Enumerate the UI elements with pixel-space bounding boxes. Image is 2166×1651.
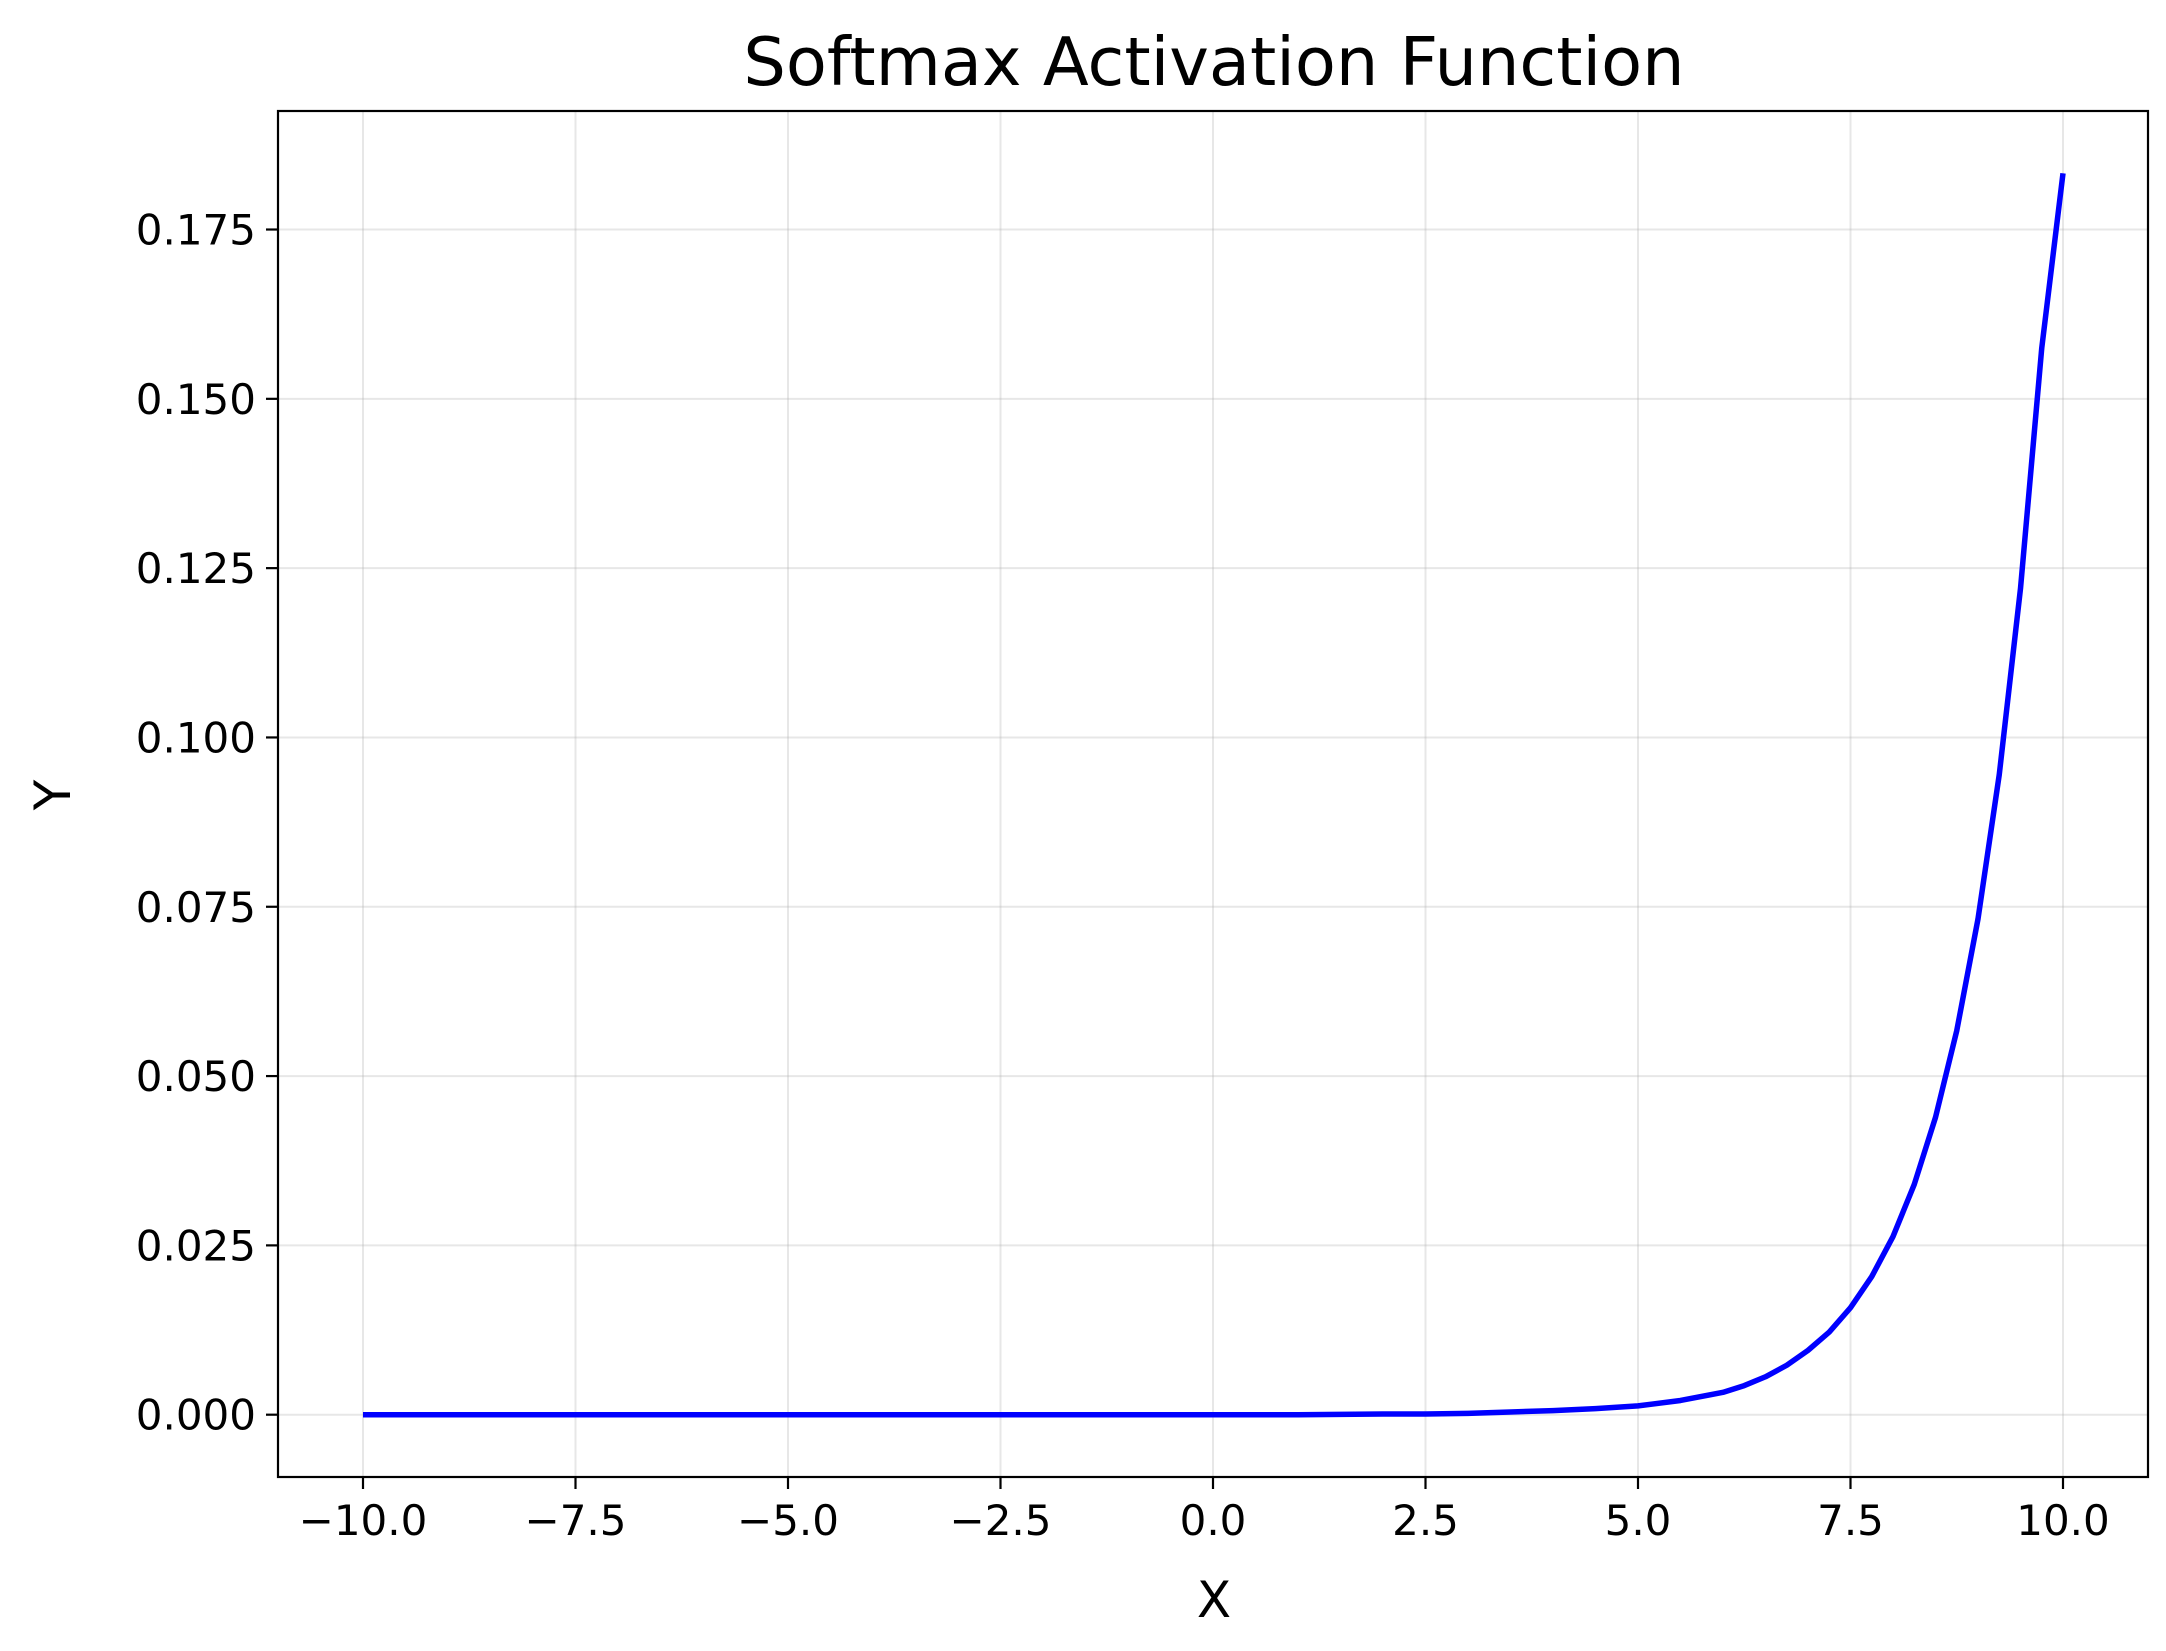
- y-axis-ticks: 0.000 0.025 0.050 0.075 0.100 0.125 0.150 0.175: [136, 206, 278, 1440]
- x-tick-label: 10.0: [2016, 1496, 2110, 1545]
- x-tick-label: −5.0: [737, 1496, 839, 1545]
- x-axis-label: X: [1197, 1571, 1231, 1629]
- x-tick-label: 7.5: [1817, 1496, 1884, 1545]
- y-tick-label: 0.100: [136, 713, 256, 762]
- softmax-series-line: [363, 172, 2066, 1418]
- y-tick-label: 0.150: [136, 375, 256, 424]
- y-tick-label: 0.000: [136, 1391, 256, 1440]
- x-tick-label: 2.5: [1392, 1496, 1459, 1545]
- y-tick-label: 0.125: [136, 544, 256, 593]
- x-tick-label: 5.0: [1605, 1496, 1672, 1545]
- x-tick-label: −10.0: [299, 1496, 428, 1545]
- y-axis-label: Y: [24, 779, 82, 811]
- y-tick-label: 0.025: [136, 1221, 256, 1270]
- chart-title: Softmax Activation Function: [743, 23, 1684, 101]
- x-tick-label: −7.5: [525, 1496, 627, 1545]
- y-tick-label: 0.050: [136, 1052, 256, 1101]
- x-tick-label: 0.0: [1180, 1496, 1247, 1545]
- y-tick-label: 0.175: [136, 206, 256, 255]
- x-tick-label: −2.5: [950, 1496, 1052, 1545]
- series-layer: [363, 172, 2066, 1418]
- y-tick-label: 0.075: [136, 883, 256, 932]
- grid-lines: [278, 111, 2148, 1477]
- x-axis-ticks: −10.0 −7.5 −5.0 −2.5 0.0 2.5 5.0 7.5 10.0: [299, 1477, 2110, 1545]
